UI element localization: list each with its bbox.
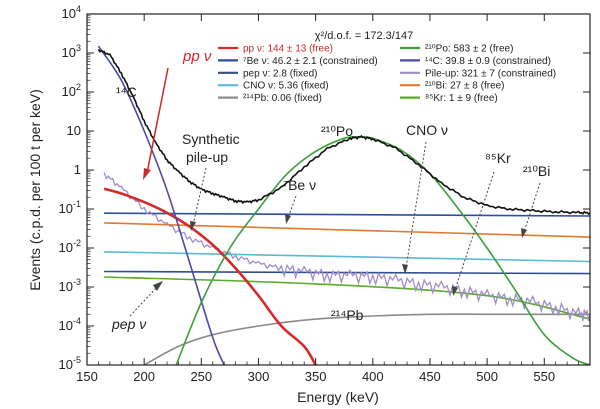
arrow-pile-up — [192, 167, 207, 226]
annotation-synthetic: Synthetic — [182, 131, 240, 147]
series-pep — [104, 270, 590, 275]
legend-entry: ²¹⁰Bi: 27 ± 8 (free) — [425, 81, 505, 92]
x-tick-label: 200 — [133, 369, 155, 384]
legend-entry: ²¹⁰Po: 583 ± 2 (free) — [425, 44, 513, 55]
series-pileup — [103, 172, 590, 322]
y-tick-label: 10-2 — [59, 238, 81, 255]
y-tick-label: 10-4 — [59, 316, 81, 333]
annotation-pb214: ²¹⁴Pb — [331, 307, 364, 323]
x-tick-label: 450 — [419, 369, 441, 384]
annotation-be7: ⁷Be ν — [283, 177, 316, 193]
legend: pp ν: 144 ± 13 (free)⁷Be ν: 46.2 ± 2.1 (… — [218, 44, 556, 104]
legend-entry: pp ν: 144 ± 13 (free) — [243, 44, 333, 55]
series-bi210 — [104, 222, 590, 238]
series-layer — [97, 45, 590, 365]
legend-entry: CNO ν: 5.36 (fixed) — [243, 81, 329, 92]
x-tick-label: 250 — [190, 369, 212, 384]
legend-entry: ⁷Be ν: 46.2 ± 2.1 (constrained) — [243, 56, 378, 67]
arrowhead-pile-up — [190, 221, 196, 231]
series-kr85 — [104, 276, 590, 320]
series-c14 — [97, 45, 225, 365]
y-tick-label: 1 — [74, 162, 81, 177]
legend-entry: ¹⁴C: 39.8 ± 0.9 (constrained) — [425, 56, 551, 67]
arrowhead-pp-nu — [143, 168, 151, 180]
arrowhead-pep — [153, 281, 163, 291]
arrow-pep — [129, 285, 159, 317]
x-tick-label: 400 — [362, 369, 384, 384]
annotation-pp-nu: pp ν — [182, 48, 212, 65]
arrow-kr85 — [454, 171, 495, 291]
arrowhead-cno — [402, 264, 408, 274]
y-axis-title: Events (c.p.d. per 100 t per keV) — [27, 89, 43, 291]
annotation-cno: CNO ν — [406, 122, 448, 138]
x-axis-title: Energy (keV) — [297, 389, 379, 405]
legend-entry: pep ν: 2.8 (fixed) — [243, 68, 317, 79]
x-tick-label: 550 — [533, 369, 555, 384]
arrowhead-be7 — [285, 214, 291, 224]
annotation-pep: pep ν — [111, 316, 146, 332]
x-tick-label: 500 — [476, 369, 498, 384]
tick-layer: 150 200 250 300 350 400 450 500 55010-510-410-31… — [59, 4, 590, 384]
y-tick-label: 10-1 — [59, 199, 81, 216]
series-pp — [103, 187, 317, 365]
y-tick-label: 103 — [62, 43, 81, 60]
arrowhead-bi210 — [521, 228, 527, 238]
y-tick-label: 104 — [62, 4, 81, 21]
y-tick-label: 10-3 — [59, 277, 81, 294]
y-tick-label: 102 — [62, 82, 81, 99]
series-pb214 — [143, 313, 590, 365]
series-cno — [104, 251, 590, 263]
x-tick-label: 350 — [305, 369, 327, 384]
arrow-bi210 — [523, 182, 541, 233]
x-tick-label: 300 — [248, 369, 270, 384]
legend-entry: ²¹⁴Pb: 0.06 (fixed) — [243, 93, 322, 104]
arrowhead-kr85 — [452, 286, 458, 296]
series-be7 — [104, 212, 590, 217]
annotation-bi210: ²¹⁰Bi — [523, 163, 550, 179]
x-tick-label: 150 — [76, 369, 98, 384]
series-total — [97, 48, 590, 216]
annotation-pile-up: pile-up — [186, 149, 228, 165]
y-tick-label: 10 — [67, 123, 81, 138]
arrow-pp-nu — [146, 67, 169, 174]
annotation-c14: ¹⁴C — [116, 84, 137, 100]
arrow-cno — [405, 141, 427, 269]
legend-entry: ⁸⁵Kr: 1 ± 9 (free) — [425, 93, 498, 104]
legend-entry: Pile-up: 321 ± 7 (constrained) — [425, 68, 556, 79]
annotation-kr85: ⁸⁵Kr — [485, 150, 511, 166]
annotation-po210: ²¹⁰Po — [321, 123, 353, 139]
fit-statistic: χ²/d.o.f. = 172.3/147 — [315, 30, 413, 42]
